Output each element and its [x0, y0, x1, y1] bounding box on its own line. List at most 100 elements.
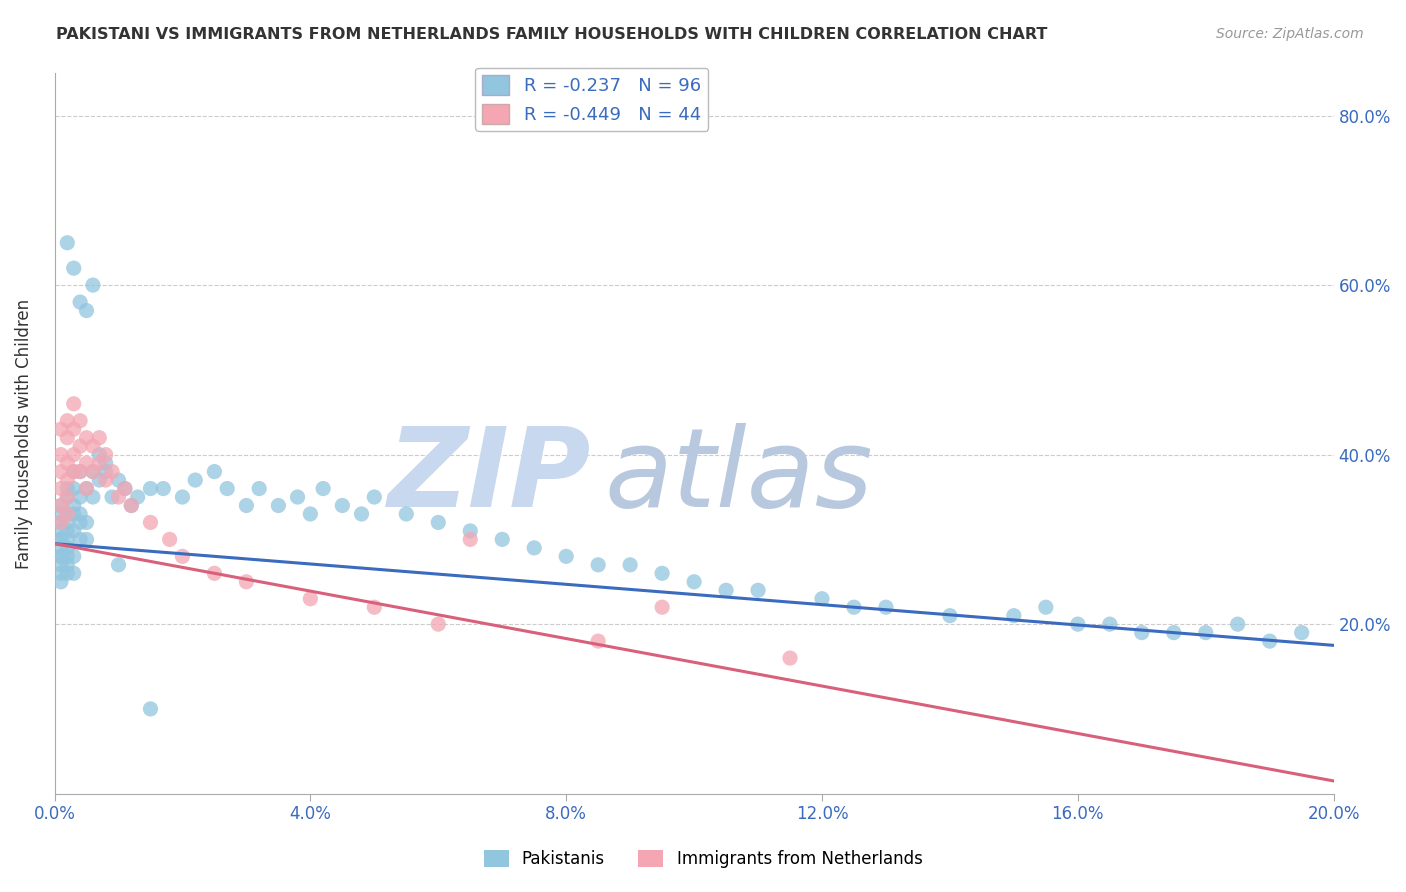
Point [62, 482, 84, 496]
Point [62, 549, 84, 564]
Point [62, 465, 84, 479]
Point [56, 566, 79, 581]
Point [247, 482, 270, 496]
Point [683, 574, 706, 589]
Point [619, 558, 641, 572]
Point [56, 490, 79, 504]
Point [56, 431, 79, 445]
Point [458, 524, 481, 538]
Point [1130, 625, 1153, 640]
Point [287, 490, 309, 504]
Point [458, 533, 481, 547]
Point [114, 482, 136, 496]
Y-axis label: Family Households with Children: Family Households with Children [15, 299, 32, 568]
Point [107, 490, 129, 504]
Point [101, 490, 124, 504]
Point [427, 516, 450, 530]
Point [49, 499, 72, 513]
Point [172, 549, 194, 564]
Point [89, 431, 111, 445]
Point [107, 473, 129, 487]
Point [1291, 625, 1313, 640]
Point [69, 490, 91, 504]
Point [350, 507, 373, 521]
Point [62, 397, 84, 411]
Point [89, 448, 111, 462]
Point [651, 566, 673, 581]
Point [62, 524, 84, 538]
Point [586, 558, 609, 572]
Point [49, 524, 72, 538]
Point [56, 507, 79, 521]
Point [49, 516, 72, 530]
Point [235, 574, 257, 589]
Point [56, 558, 79, 572]
Point [714, 583, 737, 598]
Text: atlas: atlas [605, 423, 873, 530]
Point [94, 448, 117, 462]
Point [139, 702, 162, 716]
Point [299, 591, 322, 606]
Point [49, 533, 72, 547]
Point [49, 533, 72, 547]
Point [76, 533, 98, 547]
Point [94, 473, 117, 487]
Point [1002, 608, 1025, 623]
Point [1195, 625, 1218, 640]
Legend: Pakistanis, Immigrants from Netherlands: Pakistanis, Immigrants from Netherlands [477, 843, 929, 875]
Point [62, 261, 84, 276]
Point [62, 566, 84, 581]
Point [363, 490, 385, 504]
Point [82, 278, 104, 293]
Point [555, 549, 578, 564]
Point [586, 634, 609, 648]
Point [523, 541, 546, 555]
Point [69, 507, 91, 521]
Point [82, 490, 104, 504]
Point [69, 516, 91, 530]
Point [82, 465, 104, 479]
Point [56, 533, 79, 547]
Point [49, 549, 72, 564]
Point [49, 482, 72, 496]
Point [159, 533, 181, 547]
Point [747, 583, 769, 598]
Point [49, 507, 72, 521]
Point [842, 600, 865, 615]
Point [56, 414, 79, 428]
Point [56, 235, 79, 250]
Point [114, 482, 136, 496]
Point [427, 617, 450, 632]
Point [139, 516, 162, 530]
Point [56, 549, 79, 564]
Text: Source: ZipAtlas.com: Source: ZipAtlas.com [1216, 27, 1364, 41]
Point [779, 651, 801, 665]
Point [330, 499, 353, 513]
Point [76, 431, 98, 445]
Point [139, 482, 162, 496]
Point [76, 482, 98, 496]
Point [1098, 617, 1121, 632]
Point [76, 456, 98, 470]
Point [62, 499, 84, 513]
Point [56, 490, 79, 504]
Point [49, 499, 72, 513]
Point [267, 499, 290, 513]
Point [56, 516, 79, 530]
Point [56, 473, 79, 487]
Point [82, 465, 104, 479]
Point [89, 456, 111, 470]
Point [217, 482, 239, 496]
Point [152, 482, 174, 496]
Point [107, 558, 129, 572]
Point [875, 600, 897, 615]
Legend: R = -0.237   N = 96, R = -0.449   N = 44: R = -0.237 N = 96, R = -0.449 N = 44 [475, 68, 709, 131]
Point [69, 414, 91, 428]
Point [1067, 617, 1090, 632]
Point [49, 558, 72, 572]
Point [76, 516, 98, 530]
Point [1035, 600, 1057, 615]
Point [89, 473, 111, 487]
Text: PAKISTANI VS IMMIGRANTS FROM NETHERLANDS FAMILY HOUSEHOLDS WITH CHILDREN CORRELA: PAKISTANI VS IMMIGRANTS FROM NETHERLANDS… [56, 27, 1047, 42]
Point [184, 473, 207, 487]
